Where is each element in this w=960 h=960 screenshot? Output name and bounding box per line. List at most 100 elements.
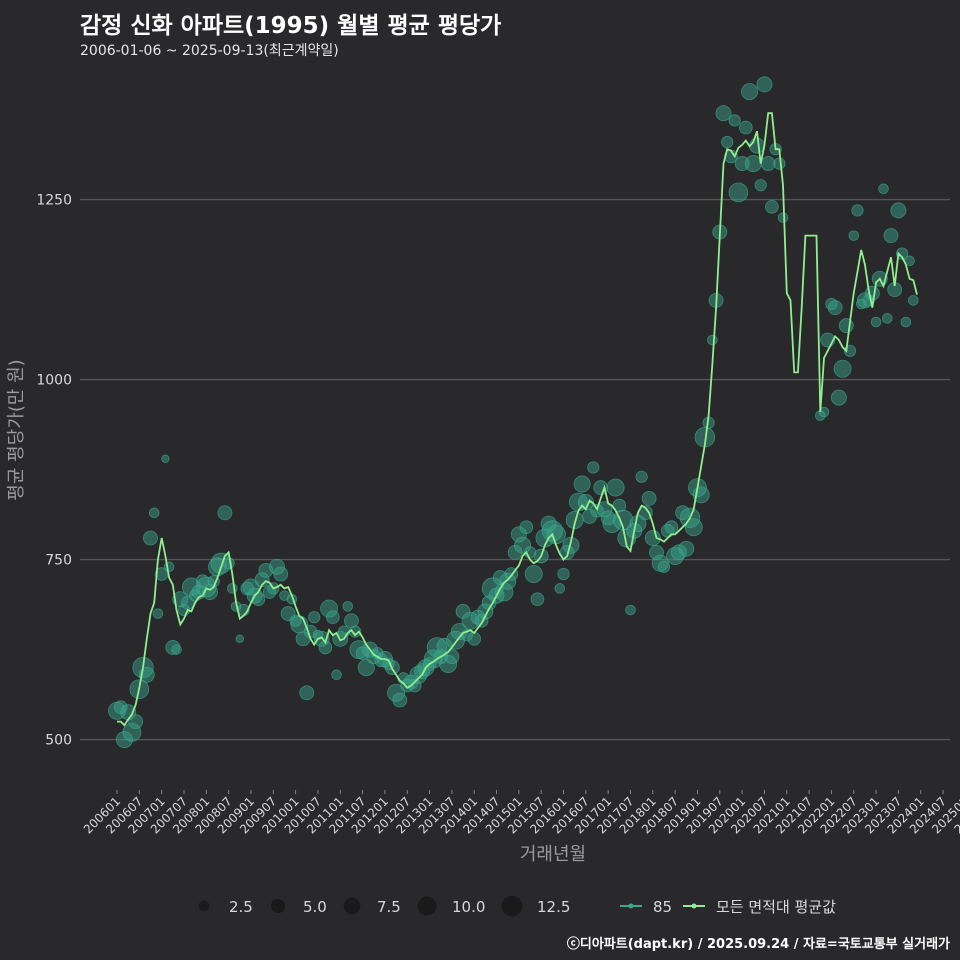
data-point bbox=[514, 536, 532, 554]
data-point bbox=[195, 574, 210, 588]
y-tick-label: 500 bbox=[45, 733, 72, 749]
data-point bbox=[254, 572, 270, 588]
data-point bbox=[227, 583, 238, 594]
data-point bbox=[896, 247, 909, 260]
data-point bbox=[818, 406, 830, 418]
data-point bbox=[326, 610, 340, 624]
data-point bbox=[833, 359, 852, 378]
data-point bbox=[337, 625, 351, 638]
data-point bbox=[242, 578, 260, 596]
data-point bbox=[851, 204, 864, 217]
data-point bbox=[754, 179, 767, 192]
data-point bbox=[744, 155, 762, 173]
y-tick-label: 1250 bbox=[36, 193, 72, 209]
data-point bbox=[507, 544, 523, 560]
data-point bbox=[765, 200, 779, 214]
data-point bbox=[741, 83, 759, 101]
data-point bbox=[165, 640, 181, 655]
data-point bbox=[644, 530, 661, 546]
data-point bbox=[467, 631, 482, 646]
legend-size-label: 2.5 bbox=[229, 898, 253, 916]
data-point bbox=[407, 678, 422, 693]
data-point bbox=[320, 599, 339, 618]
legend-size-dot bbox=[417, 896, 437, 916]
data-point bbox=[573, 475, 591, 493]
data-point bbox=[510, 526, 527, 543]
data-point bbox=[235, 634, 244, 643]
legend-line-marker bbox=[628, 903, 634, 909]
data-point bbox=[728, 114, 741, 127]
chart-title: 감정 신화 아파트(1995) 월별 평균 평당가 bbox=[80, 13, 502, 39]
data-point bbox=[439, 655, 458, 673]
data-point bbox=[635, 470, 648, 483]
data-point bbox=[606, 478, 625, 497]
data-point bbox=[143, 530, 158, 546]
data-point bbox=[455, 604, 471, 619]
data-point bbox=[357, 659, 375, 677]
data-point bbox=[848, 230, 860, 241]
data-point bbox=[546, 524, 566, 545]
data-point bbox=[587, 461, 600, 474]
data-point bbox=[773, 157, 786, 170]
data-point bbox=[540, 515, 557, 532]
data-point bbox=[582, 508, 597, 524]
data-point bbox=[163, 561, 175, 573]
data-point bbox=[830, 389, 847, 406]
data-point bbox=[878, 183, 889, 195]
data-point bbox=[387, 683, 406, 702]
data-point bbox=[299, 685, 315, 701]
data-point bbox=[269, 558, 285, 575]
data-point bbox=[881, 313, 893, 324]
data-point bbox=[641, 490, 657, 506]
data-point bbox=[444, 649, 460, 665]
y-tick-label: 750 bbox=[45, 553, 72, 569]
data-point bbox=[519, 520, 534, 534]
data-point bbox=[838, 318, 854, 334]
series-85-points bbox=[108, 76, 919, 749]
average-line bbox=[117, 112, 918, 727]
data-point bbox=[864, 285, 880, 301]
data-point bbox=[171, 644, 182, 655]
data-point bbox=[251, 592, 266, 606]
data-point bbox=[883, 228, 899, 244]
data-point bbox=[403, 674, 419, 690]
data-point bbox=[161, 454, 170, 463]
data-point bbox=[625, 604, 636, 616]
data-point bbox=[870, 316, 882, 328]
data-point bbox=[760, 156, 776, 172]
data-point bbox=[756, 76, 773, 93]
data-point bbox=[715, 105, 732, 122]
data-point bbox=[308, 611, 321, 624]
data-point bbox=[289, 614, 302, 627]
data-point bbox=[128, 714, 144, 730]
y-axis-title: 평균 평당가(만 원) bbox=[6, 359, 27, 500]
data-point bbox=[152, 608, 164, 619]
legend-size-dot bbox=[198, 900, 210, 912]
data-point bbox=[331, 669, 342, 681]
data-point bbox=[541, 520, 563, 542]
chart-subtitle: 2006-01-06 ~ 2025-09-13(최근계약일) bbox=[80, 43, 339, 59]
data-point bbox=[900, 316, 912, 328]
legend-size-label: 10.0 bbox=[452, 898, 485, 916]
x-axis-title: 거래년월 bbox=[520, 844, 586, 865]
data-point bbox=[122, 723, 142, 742]
data-point bbox=[707, 334, 718, 346]
data-point bbox=[148, 507, 160, 519]
legend-size-label: 5.0 bbox=[303, 898, 327, 916]
data-point bbox=[217, 505, 233, 521]
data-point bbox=[825, 297, 838, 311]
legend-line-label: 모든 면적대 평균값 bbox=[716, 898, 836, 916]
y-tick-label: 1000 bbox=[36, 373, 72, 389]
data-point bbox=[890, 202, 907, 219]
data-point bbox=[739, 120, 753, 135]
data-point bbox=[675, 505, 690, 521]
legend-line-marker bbox=[691, 903, 697, 909]
data-point bbox=[678, 540, 695, 557]
legend-size-dot bbox=[501, 895, 523, 917]
data-point bbox=[721, 135, 734, 149]
legend-size-dot bbox=[343, 897, 361, 915]
data-point bbox=[530, 592, 545, 606]
legend-line-label: 85 bbox=[653, 898, 672, 916]
legend-size-dot bbox=[270, 898, 286, 914]
